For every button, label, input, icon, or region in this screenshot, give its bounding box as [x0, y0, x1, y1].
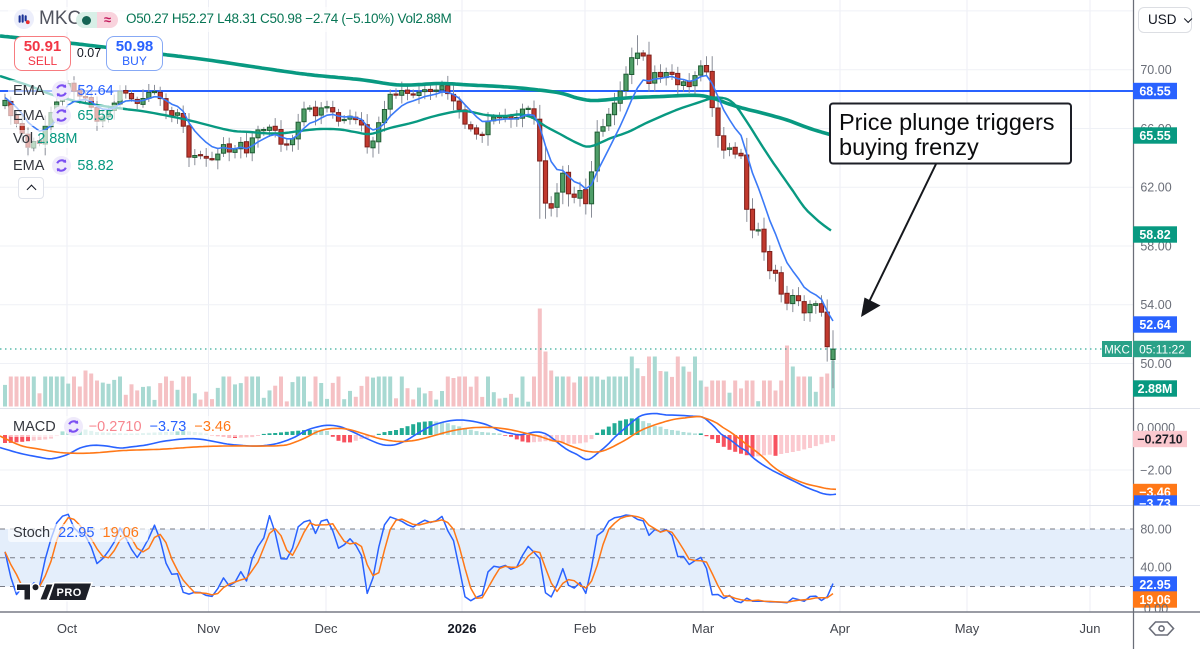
svg-text:Nov: Nov: [197, 621, 221, 636]
svg-text:0.00: 0.00: [1144, 602, 1168, 616]
svg-text:Jun: Jun: [1080, 621, 1101, 636]
svg-text:05:11:22: 05:11:22: [1139, 342, 1185, 356]
svg-text:68.55: 68.55: [1139, 84, 1170, 98]
svg-text:70.00: 70.00: [1140, 63, 1171, 77]
svg-text:MKC: MKC: [1104, 344, 1130, 356]
svg-text:−0.2710: −0.2710: [1137, 432, 1183, 446]
svg-text:May: May: [955, 621, 980, 636]
svg-text:Mar: Mar: [692, 621, 715, 636]
svg-text:buying frenzy: buying frenzy: [839, 134, 979, 160]
svg-text:Feb: Feb: [574, 621, 596, 636]
svg-text:58.82: 58.82: [1139, 228, 1170, 242]
svg-text:2.88M: 2.88M: [1138, 382, 1173, 396]
svg-text:19.06: 19.06: [1139, 593, 1170, 607]
svg-text:2026: 2026: [448, 621, 477, 636]
svg-text:65.55: 65.55: [1139, 129, 1170, 143]
svg-text:54.00: 54.00: [1140, 298, 1171, 312]
svg-text:Oct: Oct: [57, 621, 78, 636]
svg-text:22.95: 22.95: [1139, 578, 1170, 592]
svg-text:50.00: 50.00: [1140, 357, 1171, 371]
svg-text:40.00: 40.00: [1140, 561, 1171, 575]
svg-text:Apr: Apr: [830, 621, 851, 636]
svg-text:52.64: 52.64: [1139, 318, 1170, 332]
svg-text:PRO: PRO: [57, 587, 82, 599]
svg-text:Price plunge triggers: Price plunge triggers: [839, 109, 1055, 135]
svg-text:−3.73: −3.73: [1139, 497, 1171, 511]
svg-text:62.00: 62.00: [1140, 181, 1171, 195]
svg-text:80.00: 80.00: [1140, 522, 1171, 536]
svg-text:−2.00: −2.00: [1140, 463, 1172, 477]
svg-text:Dec: Dec: [314, 621, 338, 636]
svg-text:58.00: 58.00: [1140, 239, 1171, 253]
